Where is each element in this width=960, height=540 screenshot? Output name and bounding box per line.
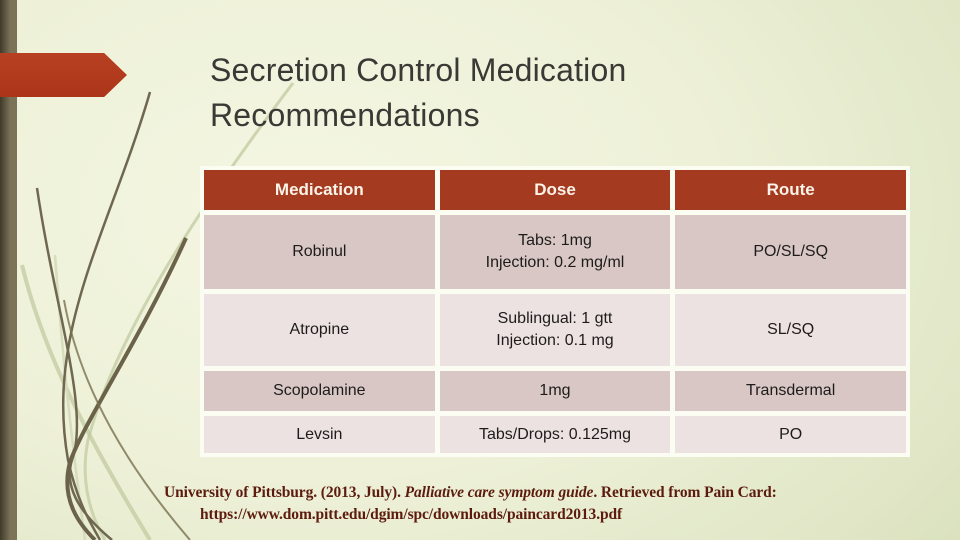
table-header-dose: Dose: [439, 170, 671, 210]
citation-text-start: University of Pittsburg. (2013, July).: [164, 484, 405, 501]
dose-line: Injection: 0.1 mg: [496, 332, 614, 349]
dose-line: Sublingual: 1 gtt: [497, 310, 613, 327]
cell-medication-scopolamine: Scopolamine: [204, 371, 435, 411]
cell-route-atropine: SL/SQ: [675, 294, 906, 366]
citation-line1: University of Pittsburg. (2013, July). P…: [164, 482, 884, 504]
cell-dose-levsin: Tabs/Drops: 0.125mg: [439, 416, 671, 453]
slide-title: Secretion Control Medication Recommendat…: [210, 52, 627, 133]
table-header-route: Route: [675, 170, 906, 210]
citation: University of Pittsburg. (2013, July). P…: [164, 482, 884, 526]
citation-url: https://www.dom.pitt.edu/dgim/spc/downlo…: [200, 506, 623, 523]
cell-route-robinul: PO/SL/SQ: [675, 215, 906, 289]
cell-dose-atropine: Sublingual: 1 gtt Injection: 0.1 mg: [439, 294, 671, 366]
cell-medication-atropine: Atropine: [204, 294, 435, 366]
cell-medication-robinul: Robinul: [204, 215, 435, 289]
cell-medication-levsin: Levsin: [204, 416, 435, 453]
left-accent-bar: [0, 0, 17, 540]
dose-line: Injection: 0.2 mg/ml: [485, 254, 625, 271]
red-arrow-decoration: [0, 53, 127, 97]
cell-dose-scopolamine: 1mg: [439, 371, 671, 411]
table-header-medication: Medication: [204, 170, 435, 210]
medication-table: Medication Dose Route Robinul Tabs: 1mg …: [200, 166, 910, 457]
cell-route-levsin: PO: [675, 416, 906, 453]
cell-route-scopolamine: Transdermal: [675, 371, 906, 411]
cell-dose-robinul: Tabs: 1mg Injection: 0.2 mg/ml: [439, 215, 671, 289]
dose-line: Tabs: 1mg: [518, 232, 592, 249]
citation-text-end: . Retrieved from Pain Card:: [593, 484, 777, 501]
citation-italic-title: Palliative care symptom guide: [404, 484, 594, 501]
